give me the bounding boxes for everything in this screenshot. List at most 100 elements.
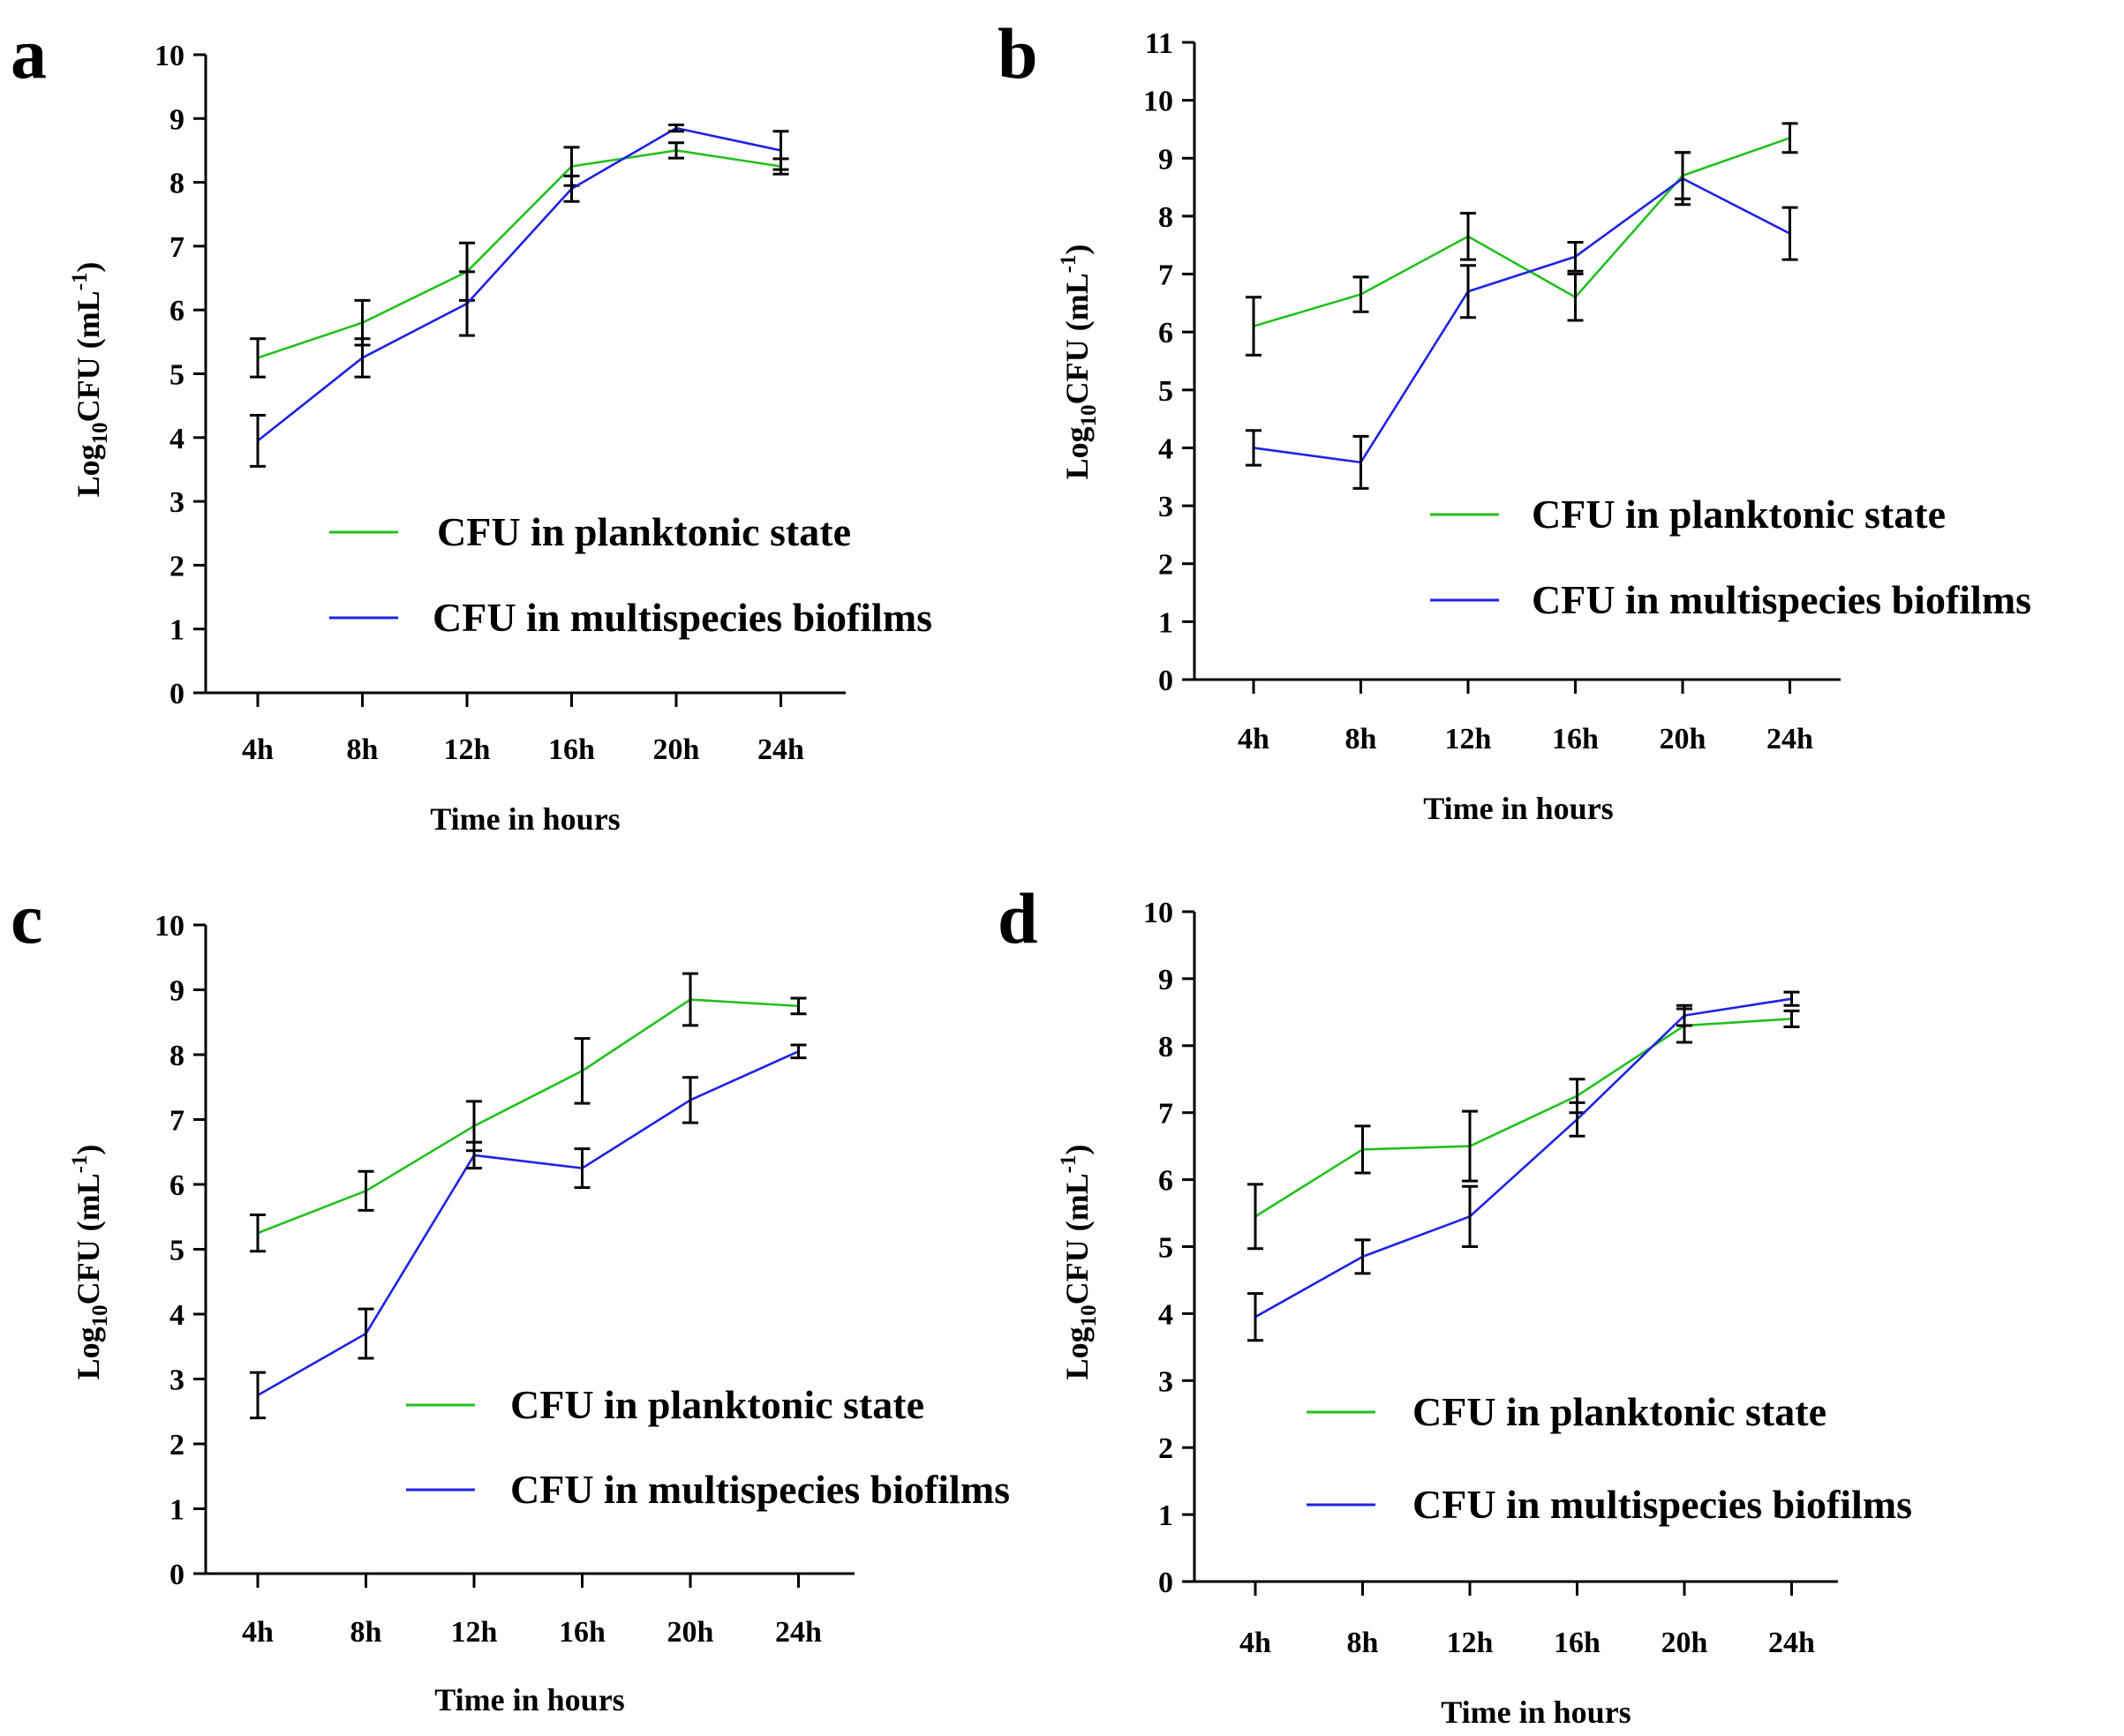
y-tick-label: 11 [1145, 27, 1173, 60]
y-tick-label: 8 [169, 168, 185, 200]
y-title-main: Log [71, 444, 106, 497]
y-tick-label: 4 [1158, 432, 1173, 465]
y-title-subscript: 10 [1077, 1304, 1101, 1326]
x-tick-label: 4h [1239, 1627, 1271, 1659]
y-title-end: ) [71, 262, 106, 273]
y-tick-label: 5 [169, 359, 185, 392]
y-tick-label: 8 [1158, 201, 1173, 234]
y-title-subscript: 10 [88, 1304, 112, 1326]
y-tick-label: 10 [1143, 897, 1173, 929]
panel-d: d 0 1 2 3 4 5 6 7 8 9 10 4h 8h 12h 16h 20h 24h Time in hou… [998, 878, 1912, 1730]
y-tick-label: 6 [169, 295, 185, 327]
x-tick-label: 12h [444, 733, 491, 766]
x-tick-label: 12h [451, 1616, 498, 1649]
y-tick-label: 8 [1158, 1031, 1173, 1063]
y-tick-label: 4 [1158, 1298, 1173, 1331]
y-tick-label: 7 [169, 231, 185, 264]
x-tick-label: 12h [1447, 1627, 1494, 1659]
y-axis-title: Log10CFU (mL-1) [68, 1145, 112, 1380]
y-tick-label: 1 [1158, 606, 1173, 639]
x-tick-label: 8h [1345, 723, 1377, 755]
y-axis-title: Log10CFU (mL-1) [1057, 1145, 1101, 1380]
y-tick-label: 2 [1158, 549, 1173, 582]
x-tick-label: 16h [548, 733, 595, 766]
y-tick-label: 0 [1158, 665, 1173, 697]
x-tick-label: 8h [1347, 1627, 1379, 1659]
y-tick-label: 1 [1158, 1499, 1173, 1532]
y-tick-label: 6 [169, 1169, 185, 1202]
series-line-planktonic [257, 149, 781, 359]
y-title-rest: CFU (mL [1059, 1173, 1095, 1304]
y-tick-label: 2 [1158, 1432, 1173, 1465]
y-tick-label: 3 [169, 486, 185, 519]
x-tick-label: 12h [1445, 723, 1492, 755]
y-axis-title: Log10CFU (mL-1) [68, 262, 112, 498]
y-title-end: ) [1059, 244, 1095, 255]
x-tick-label: 16h [1552, 723, 1599, 755]
panel-letter: d [998, 878, 1038, 958]
y-title-end: ) [1059, 1145, 1095, 1155]
y-tick-label: 5 [169, 1235, 185, 1267]
x-tick-label: 8h [350, 1616, 382, 1649]
y-tick-label: 4 [169, 423, 185, 455]
y-tick-label: 8 [169, 1040, 185, 1072]
y-title-rest: CFU (mL [71, 290, 106, 422]
panel-b: b 0 1 2 3 4 5 6 7 8 9 10 11 4h 8h 12h 16h 20h 24h Time in h… [998, 13, 2031, 826]
y-tick-label: 1 [169, 614, 185, 647]
series-line-biofilm [257, 126, 781, 442]
y-tick-label: 10 [1143, 86, 1173, 118]
x-tick-label: 4h [1238, 723, 1269, 755]
y-tick-label: 3 [1158, 1365, 1173, 1398]
y-title-rest: CFU (mL [71, 1173, 106, 1304]
y-tick-label: 0 [1158, 1567, 1173, 1599]
y-title-end: ) [71, 1145, 106, 1155]
y-tick-label: 9 [1158, 143, 1173, 176]
x-tick-label: 8h [347, 733, 379, 766]
y-tick-label: 7 [1158, 259, 1173, 292]
y-tick-label: 9 [169, 975, 185, 1008]
x-tick-label: 24h [1768, 1627, 1815, 1659]
y-title-superscript: -1 [1057, 1155, 1081, 1174]
x-axis-title: Time in hours [1423, 791, 1613, 826]
y-tick-label: 7 [1158, 1098, 1173, 1131]
series-line-biofilm [1253, 177, 1791, 464]
y-title-subscript: 10 [88, 422, 112, 444]
y-tick-label: 6 [1158, 317, 1173, 349]
series-line-planktonic [257, 998, 799, 1235]
x-tick-label: 20h [1660, 723, 1706, 755]
y-tick-label: 3 [1158, 491, 1173, 523]
y-tick-label: 2 [169, 1429, 185, 1462]
y-tick-label: 5 [1158, 1232, 1173, 1265]
y-title-main: Log [1059, 1326, 1095, 1379]
y-title-main: Log [1059, 426, 1095, 479]
x-tick-label: 24h [757, 733, 804, 766]
legend-label-biofilm: CFU in multispecies biofilms [1532, 577, 2031, 622]
x-tick-label: 24h [1766, 723, 1813, 755]
y-title-superscript: -1 [68, 1155, 92, 1174]
legend-label-biofilm: CFU in multispecies biofilms [433, 595, 932, 640]
y-tick-label: 9 [1158, 964, 1173, 996]
y-tick-label: 10 [154, 910, 185, 943]
y-title-superscript: -1 [68, 273, 92, 291]
x-tick-label: 16h [559, 1616, 606, 1649]
series-line-biofilm [257, 1050, 800, 1397]
x-axis-title: Time in hours [1441, 1695, 1631, 1730]
series-line-biofilm [1254, 997, 1792, 1319]
legend-label-planktonic: CFU in planktonic state [1412, 1389, 1826, 1434]
y-tick-label: 4 [169, 1299, 185, 1332]
y-tick-label: 6 [1158, 1165, 1173, 1198]
legend-label-planktonic: CFU in planktonic state [510, 1382, 924, 1427]
x-tick-label: 20h [1661, 1627, 1708, 1659]
y-title-subscript: 10 [1077, 404, 1101, 426]
panel-letter: b [998, 13, 1038, 94]
x-tick-label: 20h [667, 1616, 714, 1649]
panel-letter: a [11, 13, 47, 94]
panel-letter: c [11, 878, 42, 958]
x-tick-label: 4h [242, 1616, 274, 1649]
y-tick-label: 0 [169, 1559, 185, 1591]
x-tick-label: 24h [775, 1616, 822, 1649]
x-tick-label: 20h [653, 733, 700, 766]
y-tick-label: 2 [169, 550, 185, 582]
y-axis-title: Log10CFU (mL-1) [1057, 244, 1101, 480]
